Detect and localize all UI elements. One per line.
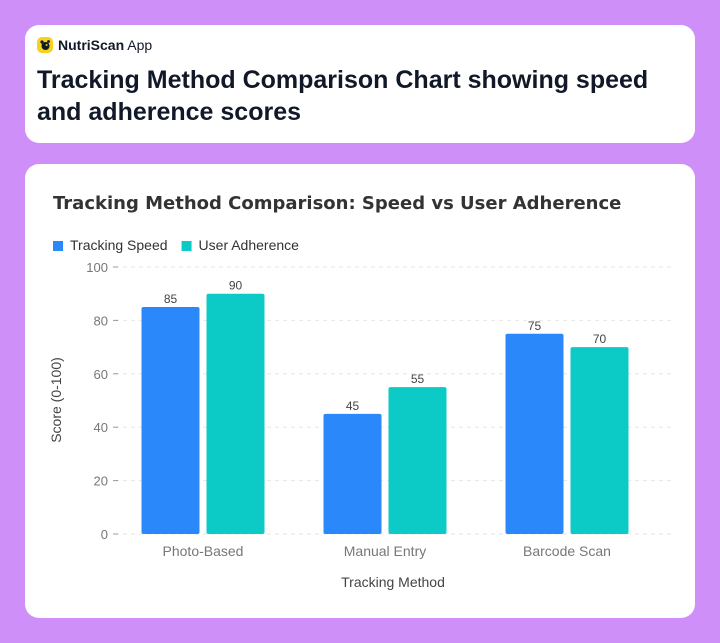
y-axis: 0 20 40 60 80 100	[86, 260, 118, 542]
app-brand: NutriScan App	[37, 37, 152, 53]
bar-2-1	[570, 347, 629, 534]
bar-value-label-2-1: 70	[593, 332, 607, 346]
bar-value-label-0-0: 85	[164, 292, 178, 306]
x-axis: Photo-Based Manual Entry Barcode Scan	[163, 543, 611, 559]
bar-1-0	[323, 413, 382, 534]
bar-0-1	[206, 293, 265, 534]
app-name: NutriScan	[58, 37, 125, 53]
x-tick-label-0: Photo-Based	[163, 543, 244, 559]
y-tick-label-20: 20	[94, 474, 108, 489]
legend-swatch-1	[181, 241, 192, 251]
y-axis-label: Score (0-100)	[48, 357, 64, 443]
legend-label-1: User Adherence	[199, 237, 300, 253]
bar-chart: Tracking Method Comparison: Speed vs Use…	[48, 193, 673, 590]
legend-swatch-0	[53, 241, 63, 251]
bar-1-1	[388, 387, 447, 534]
bar-value-label-1-0: 45	[346, 399, 360, 413]
x-tick-label-2: Barcode Scan	[523, 543, 611, 559]
chart-bars: 85 90 45 55 75 70	[141, 279, 629, 534]
page-title: Tracking Method Comparison Chart showing…	[37, 66, 649, 126]
bar-0-0	[141, 307, 200, 534]
nutriscan-logo-icon	[37, 37, 53, 53]
bar-value-label-0-1: 90	[229, 279, 243, 293]
y-tick-label-60: 60	[94, 367, 108, 382]
chart-card: Tracking Method Comparison: Speed vs Use…	[25, 164, 695, 618]
y-tick-label-40: 40	[94, 420, 108, 435]
x-tick-label-1: Manual Entry	[344, 543, 426, 559]
bar-value-label-2-0: 75	[528, 319, 542, 333]
chart-title: Tracking Method Comparison: Speed vs Use…	[53, 193, 621, 214]
y-tick-label-0: 0	[101, 527, 108, 542]
y-tick-label-100: 100	[86, 260, 108, 275]
app-name-suffix: App	[124, 37, 153, 53]
bar-value-label-1-1: 55	[411, 372, 425, 386]
header-card: NutriScan App Tracking Method Comparison…	[25, 25, 695, 143]
bar-2-0	[505, 333, 564, 534]
y-tick-label-80: 80	[94, 313, 108, 328]
chart-legend: Tracking Speed User Adherence	[53, 237, 299, 253]
x-axis-label: Tracking Method	[341, 574, 445, 590]
legend-label-0: Tracking Speed	[70, 237, 168, 253]
